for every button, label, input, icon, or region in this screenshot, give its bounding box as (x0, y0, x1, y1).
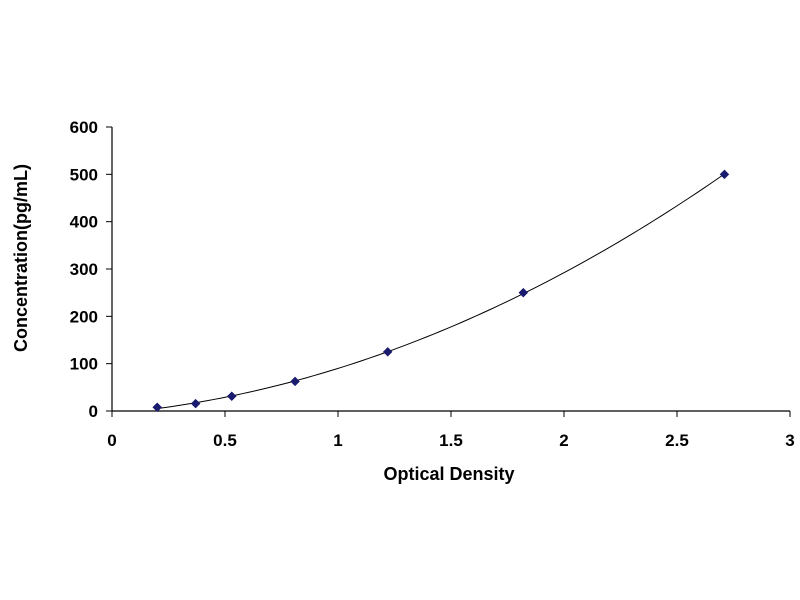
data-point (152, 402, 163, 413)
x-tick-label: 1.5 (439, 431, 463, 450)
data-point (290, 376, 300, 387)
x-tick-label: 2.5 (665, 431, 689, 450)
y-axis-title: Concentration(pg/mL) (11, 164, 31, 352)
x-tick-label: 3 (785, 431, 794, 450)
y-tick-label: 600 (70, 118, 98, 137)
y-tick-label: 500 (70, 165, 98, 184)
y-tick-label: 0 (89, 402, 98, 421)
y-tick-label: 100 (70, 355, 98, 374)
y-tick-label: 400 (70, 213, 98, 232)
fit-curve (157, 173, 725, 410)
y-tick-label: 300 (70, 260, 98, 279)
x-tick-label: 2 (559, 431, 568, 450)
x-tick-label: 0.5 (213, 431, 237, 450)
data-point (382, 346, 393, 357)
ticks (106, 126, 791, 417)
x-tick-label: 1 (333, 431, 342, 450)
data-points (152, 169, 730, 413)
x-axis-title: Optical Density (383, 464, 514, 484)
y-tick-label: 200 (70, 307, 98, 326)
data-point (226, 391, 237, 402)
axes (111, 127, 790, 412)
data-point (719, 169, 730, 180)
data-point (190, 398, 201, 409)
tick-labels: 0 100 200 300 400 500 600 0 0.5 1 1.5 2 2.5 3 (70, 118, 795, 450)
data-point (518, 287, 529, 298)
x-tick-label: 0 (107, 431, 116, 450)
